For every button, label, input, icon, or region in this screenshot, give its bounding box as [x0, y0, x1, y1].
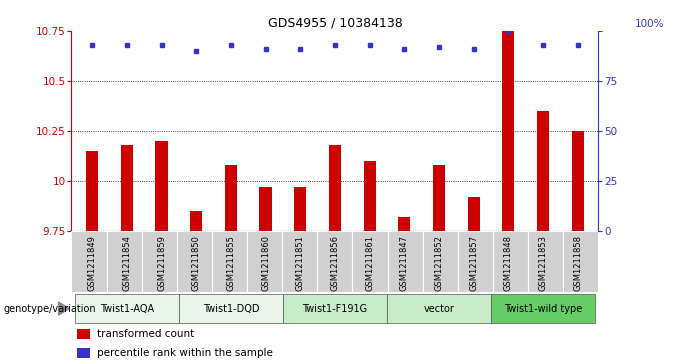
Bar [571, 131, 583, 231]
Text: Twist1-wild type: Twist1-wild type [504, 303, 582, 314]
Bar [364, 161, 375, 231]
Text: GSM1211852: GSM1211852 [435, 235, 443, 291]
Text: Twist1-DQD: Twist1-DQD [203, 303, 259, 314]
Text: GSM1211855: GSM1211855 [226, 235, 235, 291]
Bar [329, 145, 341, 231]
Bar [433, 165, 445, 231]
Bar [190, 211, 202, 231]
Bar [468, 197, 479, 231]
Text: GSM1211859: GSM1211859 [157, 235, 166, 291]
Bar [493, 231, 528, 292]
Bar [77, 348, 90, 358]
Bar [121, 145, 133, 231]
Bar [352, 231, 388, 292]
Bar [283, 294, 387, 323]
Text: GSM1211856: GSM1211856 [330, 235, 339, 291]
Bar [398, 216, 410, 231]
Bar [75, 294, 179, 323]
Text: GSM1211860: GSM1211860 [261, 235, 270, 291]
Text: GSM1211849: GSM1211849 [88, 235, 97, 291]
Bar [141, 231, 177, 292]
Text: GSM1211847: GSM1211847 [400, 235, 409, 291]
Bar [212, 231, 247, 292]
Text: GSM1211850: GSM1211850 [192, 235, 201, 291]
Text: transformed count: transformed count [97, 329, 194, 339]
Bar [156, 141, 167, 231]
Bar [388, 231, 423, 292]
Bar [247, 231, 282, 292]
Bar [71, 231, 107, 292]
Bar [260, 187, 271, 231]
Bar [294, 187, 306, 231]
Text: genotype/variation: genotype/variation [3, 303, 96, 314]
Bar [282, 231, 318, 292]
Bar [107, 231, 141, 292]
Bar [528, 231, 563, 292]
Text: GSM1211851: GSM1211851 [296, 235, 305, 291]
Text: GSM1211854: GSM1211854 [122, 235, 131, 291]
Polygon shape [58, 302, 69, 315]
Text: vector: vector [424, 303, 454, 314]
Text: GSM1211848: GSM1211848 [504, 235, 513, 291]
Bar [387, 294, 491, 323]
Text: 100%: 100% [635, 19, 665, 29]
Text: percentile rank within the sample: percentile rank within the sample [97, 348, 273, 358]
Bar [503, 31, 514, 231]
Bar [179, 294, 283, 323]
Text: Twist1-AQA: Twist1-AQA [100, 303, 154, 314]
Text: Twist1-F191G: Twist1-F191G [303, 303, 367, 314]
Bar [458, 231, 493, 292]
Text: GSM1211861: GSM1211861 [365, 235, 374, 291]
Bar [537, 111, 549, 231]
Text: GSM1211858: GSM1211858 [573, 235, 582, 291]
Bar [177, 231, 212, 292]
Bar [225, 165, 237, 231]
Bar [86, 151, 99, 231]
Bar [318, 231, 352, 292]
Title: GDS4955 / 10384138: GDS4955 / 10384138 [267, 17, 403, 30]
Bar [491, 294, 595, 323]
Bar [77, 329, 90, 339]
Text: GSM1211857: GSM1211857 [469, 235, 478, 291]
Bar [563, 231, 598, 292]
Text: GSM1211853: GSM1211853 [539, 235, 547, 291]
Bar [423, 231, 458, 292]
